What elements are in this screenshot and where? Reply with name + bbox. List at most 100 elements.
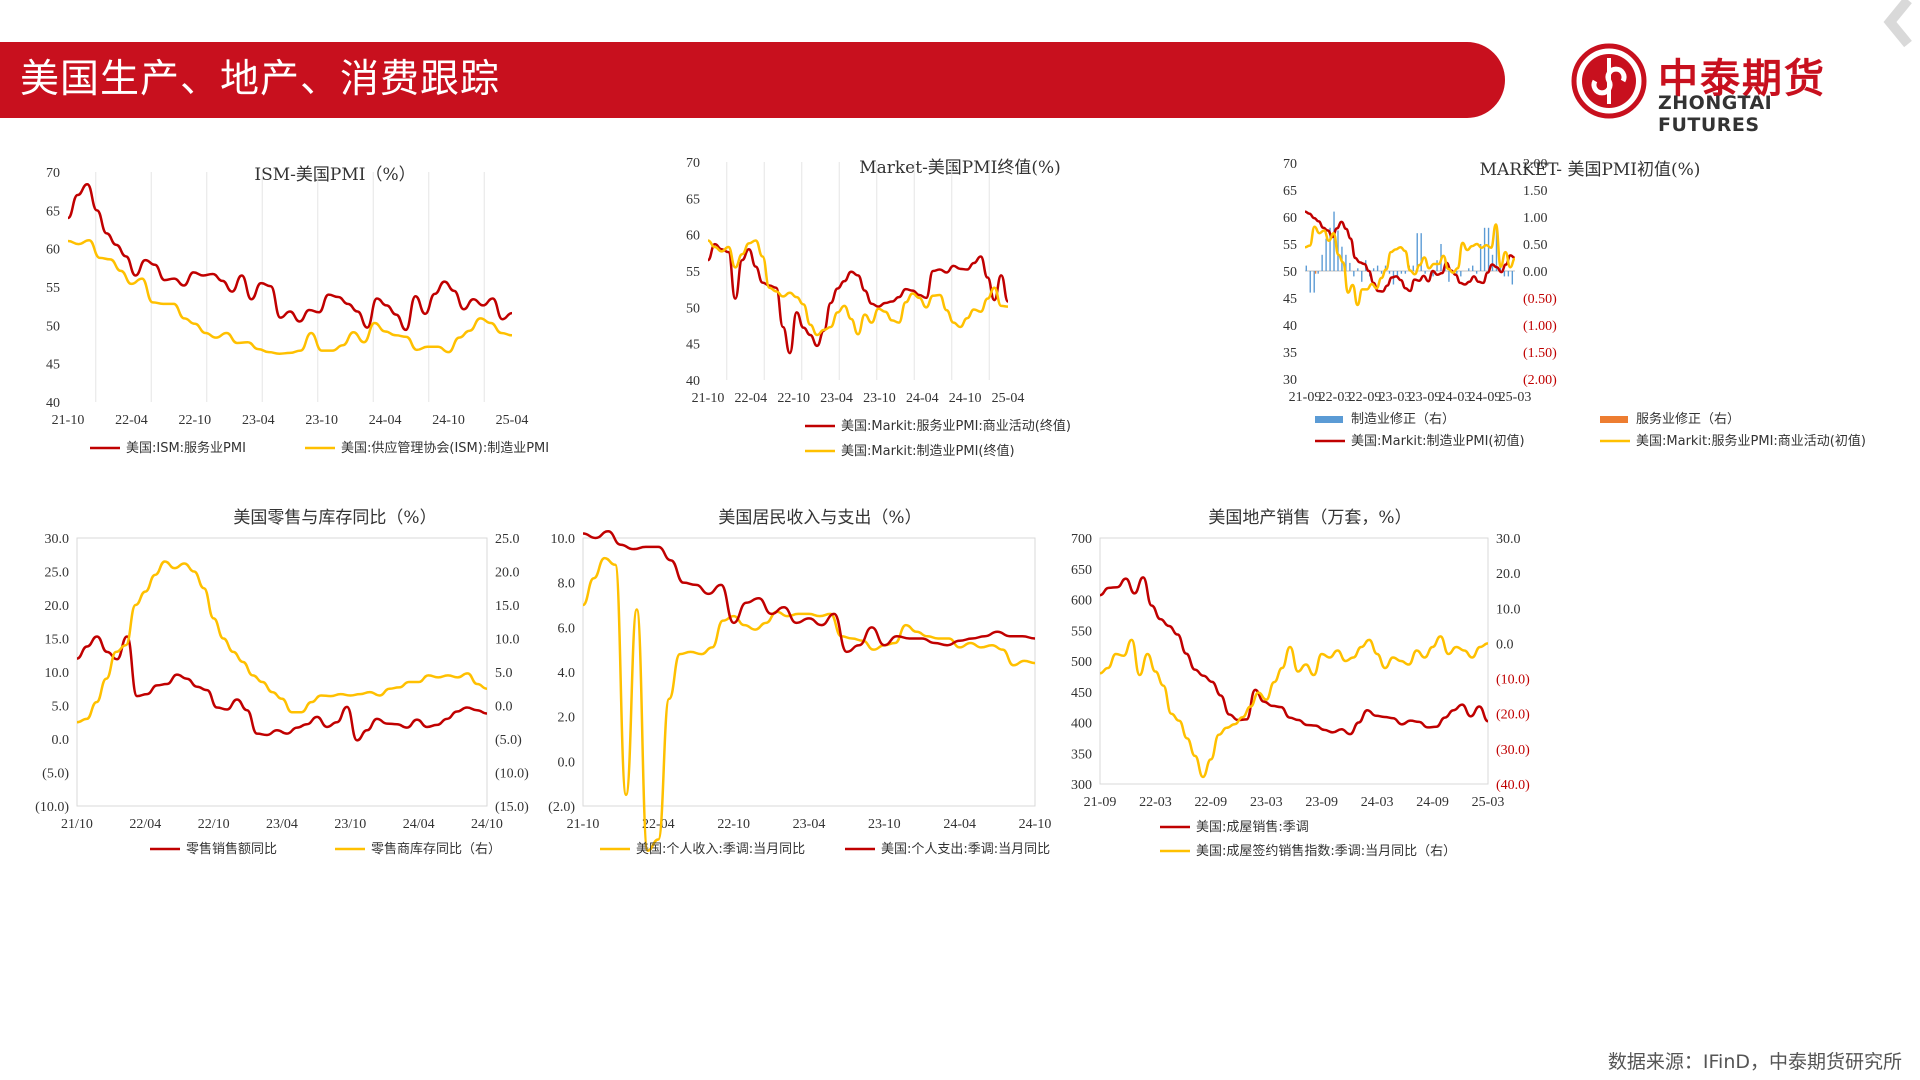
y-tick-label: 2.0 — [558, 711, 576, 726]
chart-title: MARKET- 美国PMI初值(%) — [1479, 160, 1701, 180]
bar — [1420, 233, 1422, 271]
bar — [1372, 268, 1375, 271]
y-tick-label: 30 — [1283, 373, 1297, 388]
bar — [1361, 271, 1363, 282]
y-tick-label: 50 — [1283, 265, 1297, 280]
y-tick-label: 65 — [686, 192, 700, 207]
y2-tick-label: (5.0) — [495, 733, 522, 748]
x-tick-label: 23-03 — [1250, 795, 1283, 810]
x-tick-label: 23-03 — [1379, 390, 1412, 405]
y-tick-label: 6.0 — [558, 621, 576, 636]
chart-markit-pmi-final: Market-美国PMI终值(%) 40 45 50 55 60 65 70 21-10 22-… — [640, 145, 1280, 575]
bar — [1404, 271, 1407, 274]
bar — [1321, 254, 1323, 271]
x-tick-label: 25-03 — [1499, 390, 1532, 405]
x-tick-label: 24-10 — [432, 413, 465, 428]
y-tick-label: 60 — [1283, 211, 1297, 226]
y-tick-label: 65 — [46, 204, 60, 219]
header-banner — [0, 42, 1505, 118]
bar — [1483, 227, 1486, 271]
y2-tick-label: 0.0 — [1496, 637, 1514, 652]
legend-label: 美国:个人支出:季调:当月同比 — [881, 842, 1050, 857]
bar — [1313, 271, 1315, 293]
legend-label: 服务业修正（右） — [1636, 411, 1740, 427]
legend-label: 制造业修正（右） — [1351, 412, 1455, 427]
x-tick-label: 21/10 — [61, 817, 93, 832]
y2-tick-label: (40.0) — [1496, 778, 1530, 793]
x-tick-label: 22-03 — [1319, 390, 1352, 405]
x-tick-label: 23-09 — [1409, 390, 1442, 405]
legend-label: 美国:Markit:服务业PMI:商业活动(终值) — [841, 418, 1071, 434]
bar — [1412, 265, 1414, 271]
chart-svg: 40 45 50 55 60 65 70 21-10 22-04 22-10 23-04 23-10 2… — [686, 156, 1071, 459]
series-line — [76, 560, 488, 724]
x-tick-label: 23-09 — [1305, 795, 1338, 810]
x-tick-label: 23-04 — [242, 413, 275, 428]
y-tick-label: 40 — [1283, 319, 1297, 334]
bar — [1487, 227, 1490, 271]
x-tick-label: 24-04 — [943, 817, 976, 832]
bar — [1388, 271, 1391, 274]
x-tick-label: 25-03 — [1472, 795, 1505, 810]
plot-frame — [1099, 537, 1489, 785]
bar — [1349, 262, 1351, 271]
x-tick-label: 23-10 — [305, 413, 338, 428]
y2-tick-label: (1.00) — [1523, 319, 1557, 334]
logo-emblem-icon — [1571, 43, 1647, 119]
y-tick-label: 45 — [46, 358, 60, 373]
series-line — [582, 556, 1036, 852]
y-tick-label: 30.0 — [45, 532, 70, 547]
x-tick-label: 21-09 — [1084, 795, 1117, 810]
x-tick-label: 21-10 — [52, 413, 85, 428]
logo-chinese-text: 中泰期货 — [1658, 56, 1826, 102]
y-tick-label: 20.0 — [45, 599, 70, 614]
x-tick-label: 24-09 — [1416, 795, 1449, 810]
chart-title: Market-美国PMI终值(%) — [859, 158, 1061, 178]
x-tick-label: 22-03 — [1139, 795, 1172, 810]
y-tick-label: 15.0 — [45, 633, 70, 648]
chart-housing-sales: 美国地产销售（万套，%） 300 350 400 450 500 550 600 650 700… — [1050, 495, 1570, 945]
logo-english-text: ZHONGTAI FUTURES — [1658, 92, 1773, 136]
y-tick-label: 450 — [1071, 686, 1092, 701]
chart-title: ISM-美国PMI（%） — [254, 165, 416, 185]
bar — [1329, 227, 1331, 271]
y2-tick-label: 0.0 — [495, 700, 513, 715]
plot-frame — [76, 537, 488, 807]
y2-tick-label: 20.0 — [495, 566, 520, 581]
series-line — [1099, 635, 1489, 779]
bar — [1396, 271, 1399, 277]
series-line — [1304, 210, 1516, 293]
bar — [1468, 268, 1470, 271]
chart-title: 美国零售与库存同比（%） — [233, 508, 437, 528]
bar — [1380, 271, 1383, 274]
y2-tick-label: 1.50 — [1523, 184, 1548, 199]
bar — [1400, 271, 1403, 274]
series-line — [1099, 576, 1489, 736]
bar — [1503, 271, 1506, 277]
legend-label: 美国:Markit:制造业PMI(初值) — [1351, 433, 1525, 449]
series-line — [76, 635, 488, 742]
x-tick-label: 22-10 — [717, 817, 750, 832]
x-tick-label: 23-04 — [820, 391, 853, 406]
y-tick-label: 50 — [46, 319, 60, 334]
x-tick-label: 22-04 — [115, 413, 148, 428]
y-tick-label: 35 — [1283, 346, 1297, 361]
y2-tick-label: (15.0) — [495, 800, 529, 815]
x-tick-label: 22-04 — [735, 391, 768, 406]
bar — [1472, 265, 1474, 271]
legend-label: 美国:Markit:服务业PMI:商业活动(初值) — [1636, 433, 1866, 449]
x-tick-label: 23/04 — [266, 817, 298, 832]
bar — [1448, 271, 1450, 282]
y2-tick-label: (30.0) — [1496, 743, 1530, 758]
legend-label: 美国:成屋签约销售指数:季调:当月同比（右） — [1196, 843, 1456, 859]
y-tick-label: 50 — [686, 301, 700, 316]
bar — [1353, 271, 1355, 277]
x-tick-label: 24-10 — [1019, 817, 1052, 832]
y-tick-label: 25.0 — [45, 566, 70, 581]
bar — [1456, 271, 1458, 274]
data-source-note: 数据来源：IFinD，中泰期货研究所 — [1607, 1051, 1902, 1073]
x-tick-label: 24-03 — [1439, 390, 1472, 405]
series-line — [67, 238, 513, 355]
bar — [1345, 254, 1347, 271]
y-tick-label: 350 — [1071, 747, 1092, 762]
